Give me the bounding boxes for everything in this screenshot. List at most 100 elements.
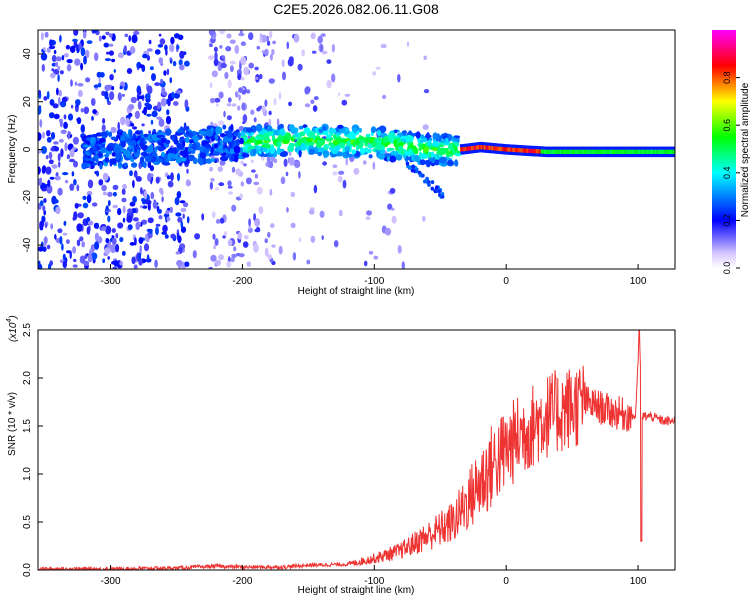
noise-blob <box>321 50 328 55</box>
noise-blob <box>51 164 58 169</box>
noise-blob <box>105 31 110 36</box>
noise-blob <box>43 236 48 245</box>
noise-blob <box>320 44 323 52</box>
signal-blob <box>210 146 214 154</box>
noise-blob <box>102 172 109 181</box>
noise-blob <box>222 235 226 239</box>
noise-blob <box>261 105 266 113</box>
noise-blob <box>79 236 84 242</box>
colorbar-tick-label: 0.8 <box>722 71 732 84</box>
signal-blob <box>165 128 172 136</box>
noise-blob <box>297 63 303 71</box>
signal-blob <box>318 128 324 133</box>
signal-blob <box>335 144 341 151</box>
noise-blob <box>231 204 237 212</box>
signal-core <box>632 149 635 154</box>
signal-core <box>593 149 596 154</box>
signal-core <box>463 147 466 152</box>
noise-blob <box>384 227 392 236</box>
noise-blob <box>109 91 115 101</box>
noise-blob <box>138 252 142 260</box>
noise-blob <box>258 206 264 215</box>
signal-core <box>602 149 605 154</box>
signal-blob <box>430 151 435 158</box>
noise-blob <box>238 87 244 93</box>
noise-blob <box>270 156 276 163</box>
noise-blob <box>210 254 217 262</box>
noise-blob <box>268 78 275 84</box>
signal-blob <box>316 137 324 141</box>
noise-blob <box>83 260 90 266</box>
noise-blob <box>391 215 397 224</box>
noise-blob <box>143 106 148 116</box>
signal-core <box>561 149 564 154</box>
noise-blob <box>160 97 167 107</box>
noise-blob <box>250 109 255 115</box>
signal-blob <box>200 130 207 135</box>
signal-core <box>551 149 554 154</box>
signal-blob <box>302 124 308 129</box>
noise-blob <box>288 101 293 107</box>
signal-core <box>657 149 661 154</box>
noise-blob <box>217 166 224 173</box>
signal-blob <box>364 136 370 144</box>
signal-core <box>521 148 524 153</box>
noise-blob <box>62 260 67 269</box>
noise-blob <box>98 35 102 42</box>
noise-blob <box>119 260 123 266</box>
noise-blob <box>372 161 376 170</box>
signal-core <box>531 148 534 154</box>
signal-core <box>540 149 543 154</box>
noise-blob <box>42 205 46 212</box>
noise-blob <box>46 91 50 100</box>
noise-blob <box>78 42 82 50</box>
noise-blob <box>120 116 126 126</box>
signal-blob <box>389 155 397 163</box>
noise-blob <box>213 58 219 67</box>
signal-core <box>624 149 627 154</box>
signal-core <box>608 149 611 154</box>
signal-blob <box>370 126 377 134</box>
signal-blob <box>352 141 356 148</box>
noise-blob <box>233 246 237 252</box>
noise-blob <box>345 158 349 166</box>
noise-blob <box>60 70 64 75</box>
signal-blob <box>123 162 128 167</box>
noise-blob <box>165 115 172 125</box>
noise-blob <box>67 130 71 140</box>
noise-blob <box>57 153 61 162</box>
noise-blob <box>69 158 75 163</box>
noise-blob <box>146 85 153 95</box>
signal-blob <box>147 154 153 163</box>
noise-blob <box>337 92 341 96</box>
signal-core <box>574 149 577 154</box>
signal-blob <box>423 179 427 184</box>
noise-blob <box>179 200 186 204</box>
noise-blob <box>129 242 136 246</box>
signal-core <box>567 149 570 154</box>
noise-blob <box>160 189 164 196</box>
noise-blob <box>62 253 66 261</box>
noise-blob <box>214 51 218 61</box>
spectrogram-noise <box>38 30 430 269</box>
signal-blob <box>149 144 154 150</box>
noise-blob <box>98 77 101 84</box>
signal-blob <box>376 129 382 137</box>
spectrogram-x-tick-label: -300 <box>101 276 121 287</box>
noise-blob <box>175 212 182 217</box>
signal-blob <box>346 150 350 157</box>
signal-blob <box>454 159 458 167</box>
noise-blob <box>137 101 142 110</box>
noise-blob <box>224 231 227 237</box>
signal-blob <box>454 135 461 139</box>
noise-blob <box>53 141 59 145</box>
spectrogram-y-tick-label: -20 <box>22 190 33 205</box>
colorbar-label: Normalized spectral amplitude <box>740 82 750 217</box>
noise-blob <box>301 49 305 57</box>
noise-blob <box>125 117 130 127</box>
noise-blob <box>111 228 116 233</box>
noise-blob <box>239 193 243 199</box>
noise-blob <box>211 70 218 78</box>
noise-blob <box>287 58 294 67</box>
noise-blob <box>226 261 232 268</box>
